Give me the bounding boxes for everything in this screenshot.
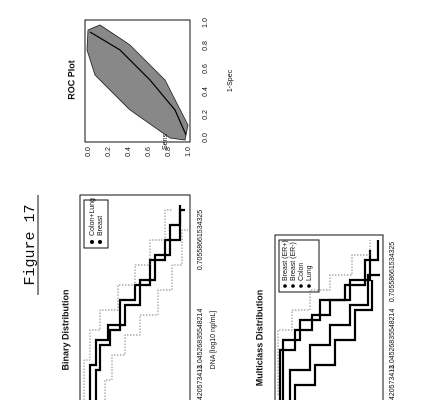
binary-legend-box — [83, 199, 109, 249]
ci — [104, 229, 188, 400]
legend-dot — [90, 240, 94, 244]
x-tick: 420573413 — [197, 365, 204, 400]
binary-title: Binary Distribution — [60, 289, 70, 370]
x-tick: -1.04526835548214 — [389, 309, 396, 372]
legend-label: Breast (ER+) — [282, 240, 289, 281]
binary-frame — [79, 194, 191, 400]
x-tick: 0.6 — [202, 64, 209, 74]
x-tick: 0.4 — [202, 87, 209, 97]
legend-label: Lung — [306, 265, 313, 281]
y-tick: 0.4 — [125, 147, 132, 157]
x-tick: 1.0 — [202, 18, 209, 28]
curve — [288, 273, 380, 400]
x-tick: 0.70558661534325 — [197, 210, 204, 270]
y-tick: 0.0 — [85, 147, 92, 157]
x-tick: -1.04526835548214 — [197, 309, 204, 372]
curve — [278, 250, 372, 400]
y-tick: 1.0 — [185, 147, 192, 157]
legend-label: Colon+Lung — [89, 198, 96, 236]
x-tick: 420573413 — [389, 365, 396, 400]
y-tick: 0.8 — [165, 147, 172, 157]
y-tick: 0.6 — [145, 147, 152, 157]
legend-label: Breast — [97, 216, 104, 236]
curve — [293, 280, 374, 400]
y-tick: 0.2 — [105, 147, 112, 157]
multi-frame — [274, 234, 384, 400]
x-label: 1-Spec — [227, 69, 234, 92]
roc-band — [86, 24, 189, 141]
x-tick: 0.8 — [202, 41, 209, 51]
x-tick: 0.70558661534325 — [389, 242, 396, 302]
roc-curve — [89, 31, 187, 136]
legend-dot — [98, 240, 102, 244]
legend-dot — [291, 284, 295, 288]
roc-frame — [84, 19, 191, 143]
multi-legend-box — [278, 239, 320, 293]
x-tick: 0.0 — [202, 133, 209, 143]
legend-dot — [283, 284, 287, 288]
figure-label: Figure 17 — [22, 204, 39, 285]
legend-dot — [307, 284, 311, 288]
x-tick: 0.2 — [202, 110, 209, 120]
x-label: DNA [log10 ng/mL] — [210, 311, 217, 370]
roc-title: ROC Plot — [66, 60, 76, 100]
curve — [88, 205, 182, 400]
legend-dot — [299, 284, 303, 288]
ci — [277, 240, 371, 395]
y-label: Sens — [162, 134, 169, 150]
legend-label: Breast (ER-) — [290, 242, 297, 281]
multi-title: Multiclass Distribution — [254, 290, 264, 387]
legend-label: Colon — [298, 263, 305, 281]
